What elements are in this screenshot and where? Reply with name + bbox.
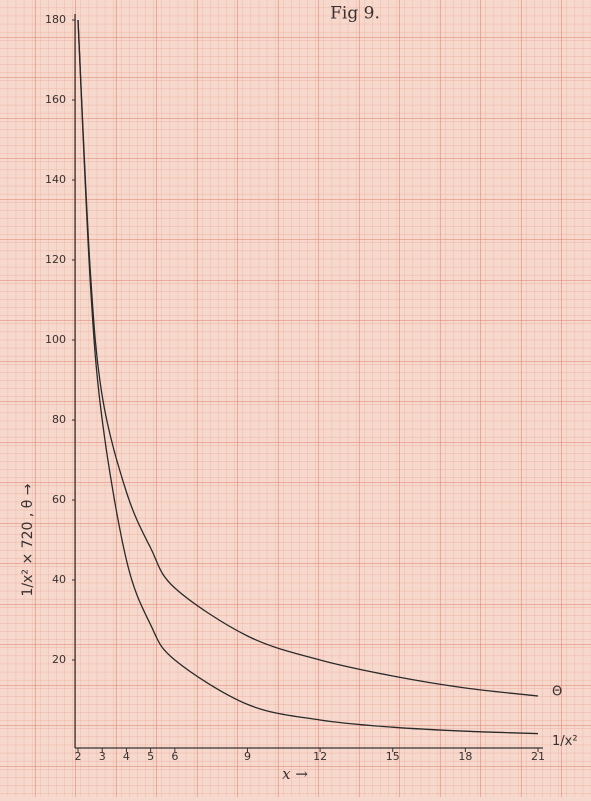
x-tick-label: 6 — [171, 750, 178, 763]
series-line — [77, 19, 539, 735]
y-tick-label: 60 — [52, 493, 66, 506]
y-axis-label: 1/x² × 720 , θ → — [20, 483, 36, 596]
y-tick-label: 40 — [52, 573, 66, 586]
y-tick-label: 140 — [45, 173, 66, 186]
x-tick-label: 12 — [313, 750, 327, 763]
x-tick-label: 9 — [244, 750, 251, 763]
y-tick-label: 180 — [45, 13, 66, 26]
y-tick-label: 80 — [52, 413, 66, 426]
x-tick-label: 21 — [531, 750, 545, 763]
series-label: 1/x² — [552, 734, 578, 749]
series-line — [77, 19, 539, 697]
y-tick-label: 120 — [45, 253, 66, 266]
x-tick-label: 15 — [386, 750, 400, 763]
x-tick-label: 5 — [147, 750, 154, 763]
x-tick-label: 18 — [458, 750, 472, 763]
y-tick-label: 20 — [52, 653, 66, 666]
series-label: Θ — [552, 685, 562, 700]
chart-title: Fig 9. — [330, 4, 380, 24]
x-axis-label: x → — [282, 765, 308, 783]
y-tick-label: 100 — [45, 333, 66, 346]
x-tick-label: 4 — [123, 750, 130, 763]
x-tick-label: 3 — [99, 750, 106, 763]
x-tick-label: 2 — [75, 750, 82, 763]
y-tick-label: 160 — [45, 93, 66, 106]
